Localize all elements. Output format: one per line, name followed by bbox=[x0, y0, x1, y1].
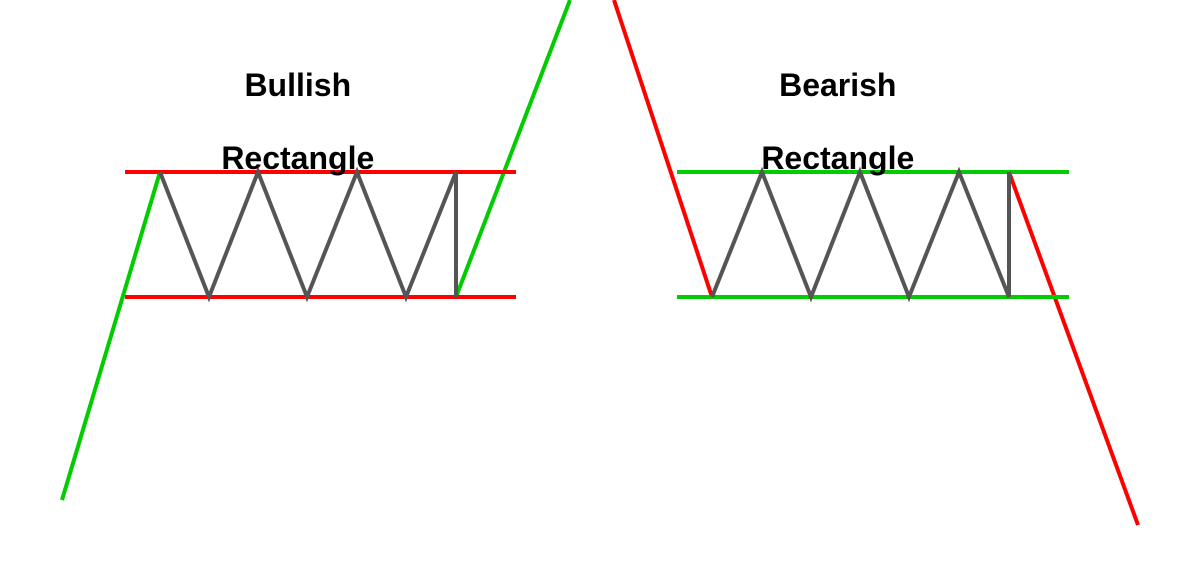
bearish-breakout-trend bbox=[1009, 172, 1138, 525]
diagram-canvas: Bullish Rectangle Bearish Rectangle bbox=[0, 0, 1183, 570]
bearish-title: Bearish Rectangle bbox=[720, 30, 920, 214]
bullish-entry-trend bbox=[62, 172, 160, 500]
bearish-entry-trend bbox=[614, 0, 712, 297]
bearish-title-line2: Rectangle bbox=[761, 140, 914, 176]
bullish-title-line1: Bullish bbox=[244, 67, 351, 103]
bullish-title-line2: Rectangle bbox=[221, 140, 374, 176]
diagram-svg bbox=[0, 0, 1183, 570]
bullish-breakout-trend bbox=[456, 0, 570, 297]
bearish-title-line1: Bearish bbox=[779, 67, 896, 103]
bullish-title: Bullish Rectangle bbox=[180, 30, 380, 214]
